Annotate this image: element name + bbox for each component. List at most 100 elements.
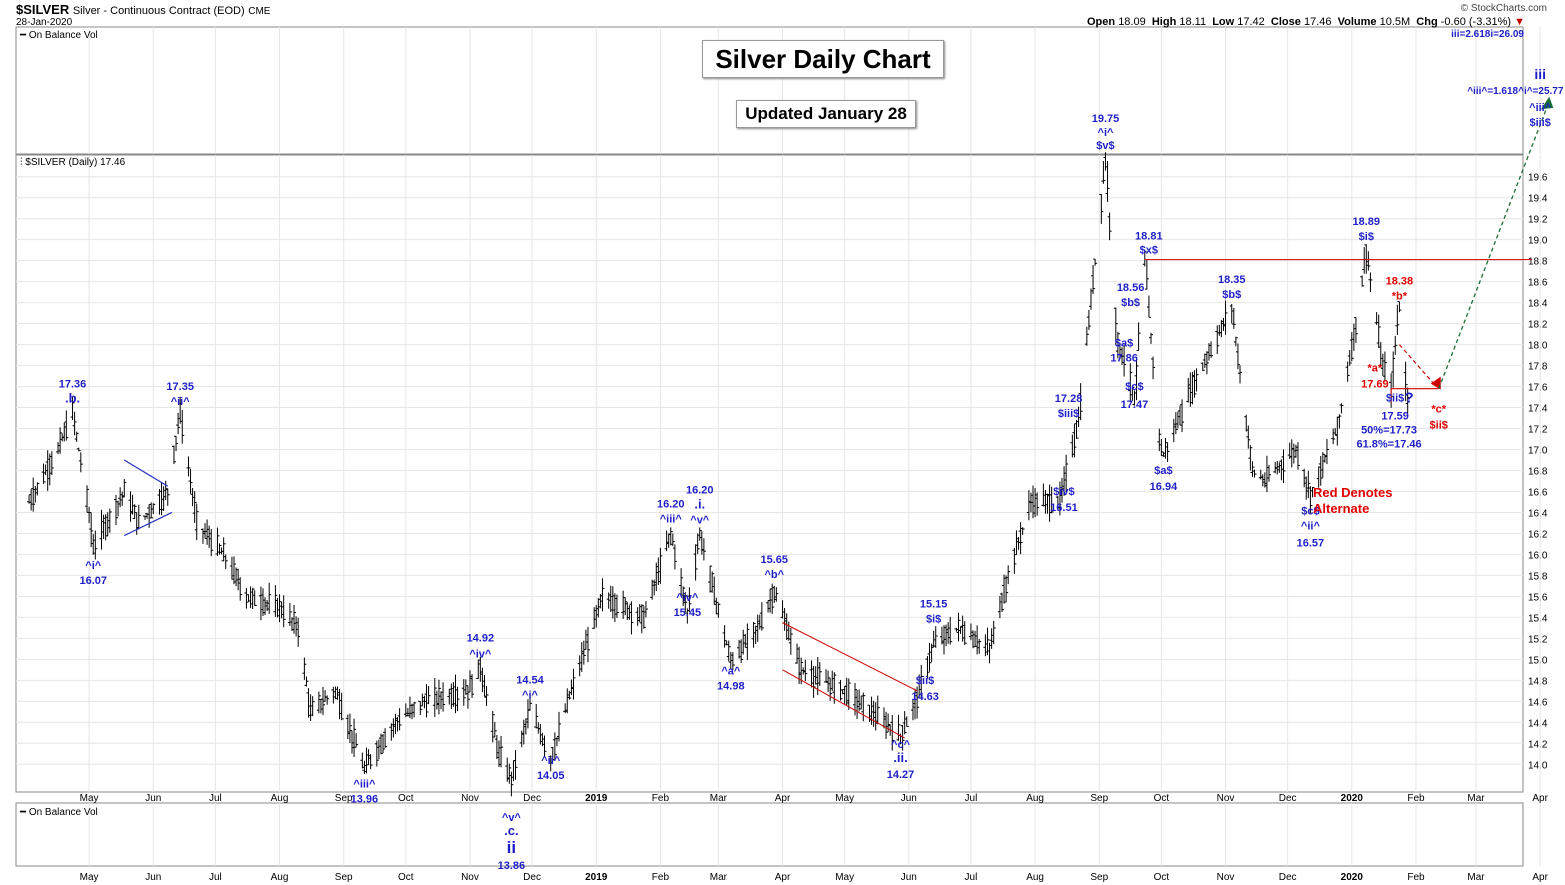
y-tick-label: 15.0 <box>1528 655 1548 666</box>
ohlc-bar <box>72 411 77 436</box>
wave-annotation: .ii. <box>893 750 907 765</box>
ohlc-bar <box>221 537 226 562</box>
ohlc-bar <box>1235 343 1240 370</box>
ohlc-bar <box>567 690 572 700</box>
ohlc-bar <box>1366 251 1371 271</box>
ohlc-bar <box>716 603 721 618</box>
high-value: 18.11 <box>1179 16 1207 28</box>
x-tick-label: Jun <box>901 793 917 804</box>
ohlc-bar <box>490 710 495 743</box>
ohlc-bar <box>730 652 735 670</box>
ohlc-bar <box>1331 428 1336 445</box>
ohlc-bar <box>89 512 94 548</box>
ohlc-bar <box>383 728 388 748</box>
y-tick-label: 18.8 <box>1528 257 1548 268</box>
ohlc-bar <box>1134 357 1139 401</box>
x-tick-label-bottom: Oct <box>398 872 414 883</box>
x-tick-label-bottom: Jun <box>145 872 161 883</box>
ohlc-bar <box>58 427 63 454</box>
channel-upper-line <box>782 622 918 692</box>
y-tick-label: 14.0 <box>1528 760 1548 771</box>
ohlc-bar <box>347 713 352 744</box>
x-tick-label: Nov <box>461 793 479 804</box>
ohlc-bar <box>171 445 176 465</box>
x-tick-label: Oct <box>398 793 414 804</box>
wave-annotation: 14.63 <box>911 691 939 703</box>
ohlc-bar <box>1252 469 1257 478</box>
ohlc-bar <box>904 716 909 727</box>
ohlc-bar <box>788 627 793 655</box>
ohlc-bar <box>1006 565 1011 585</box>
ohlc-bar <box>49 451 54 475</box>
ohlc-bar <box>1318 455 1323 486</box>
x-tick-label-bottom: May <box>80 872 99 883</box>
ohlc-bar <box>1144 259 1149 290</box>
wave-annotation: 15.65 <box>761 554 789 566</box>
ohlc-bar <box>1004 575 1009 603</box>
symbol: $SILVER <box>16 2 70 17</box>
wave-annotation: $v$ <box>1096 140 1114 152</box>
wave-annotation: iii <box>1534 66 1546 82</box>
y-tick-label: 17.4 <box>1528 404 1548 415</box>
ohlc-bar <box>174 435 179 452</box>
wave-annotation: ^iii^ <box>660 513 683 525</box>
ohlc-bar <box>1018 522 1023 555</box>
ohlc-bar <box>238 577 243 601</box>
wave-annotation: $ii$ <box>916 675 934 687</box>
ohlc-bar <box>368 754 373 770</box>
wave-annotation: *b* <box>1392 291 1408 303</box>
wave-annotation: ^a^ <box>721 665 741 677</box>
price-panel-frame <box>15 154 1524 793</box>
ohlc-bar <box>1246 425 1251 449</box>
ohlc-bar <box>803 659 808 682</box>
wave-annotation: 18.81 <box>1135 231 1163 243</box>
ohlc-bar <box>186 456 191 477</box>
ohlc-bar <box>726 640 731 662</box>
chart-title: Silver Daily Chart <box>702 40 944 78</box>
wave-annotation: $iii$ <box>1058 408 1079 420</box>
y-tick-label: 16.8 <box>1528 467 1548 478</box>
y-tick-label: 14.8 <box>1528 676 1548 687</box>
ohlc-bar <box>774 587 779 602</box>
ohlc-bar <box>528 695 533 711</box>
ohlc-bar <box>991 620 996 645</box>
wave-annotation: ^v^ <box>690 514 710 526</box>
chart-subtitle: Updated January 28 <box>736 100 916 128</box>
wave-annotation: *c* <box>1431 404 1446 416</box>
wave-annotation: 18.38 <box>1386 276 1414 288</box>
x-tick-label-bottom: 2019 <box>585 872 608 883</box>
ohlc-bar <box>919 664 924 699</box>
projection-arrowhead <box>1541 96 1554 110</box>
ohlc-bar <box>548 755 553 772</box>
ohlc-bar <box>915 686 920 719</box>
y-tick-label: 16.4 <box>1528 508 1548 519</box>
ohlc-bar <box>629 601 634 635</box>
ohlc-bar <box>461 679 466 706</box>
x-tick-label: Feb <box>652 793 670 804</box>
ohlc-bar <box>1281 449 1286 484</box>
wave-annotation: $c$ <box>1125 381 1143 393</box>
ohlc-bar <box>679 568 684 595</box>
ohlc-bar <box>1105 161 1110 202</box>
ohlc-bar <box>838 680 843 701</box>
ohlc-bar <box>209 529 214 557</box>
y-tick-label: 15.4 <box>1528 613 1548 624</box>
ohlc-bar <box>31 477 36 512</box>
ohlc-bar <box>436 679 441 715</box>
ohlc-bar <box>999 592 1004 612</box>
ohlc-readout: Open 18.09 High 18.11 Low 17.42 Close 17… <box>1087 16 1525 28</box>
ohlc-bar <box>1049 486 1054 514</box>
brand-link[interactable]: © StockCharts.com <box>1460 3 1547 14</box>
alternate-arrowhead <box>1430 376 1441 390</box>
ohlc-bar <box>250 587 255 610</box>
x-tick-label-bottom: Mar <box>710 872 728 883</box>
x-tick-label-bottom: Aug <box>271 872 289 883</box>
ohlc-bar <box>273 585 278 617</box>
ohlc-bar <box>668 527 673 546</box>
ohlc-bar <box>1086 309 1091 331</box>
ohlc-bar <box>176 412 181 435</box>
ohlc-bar <box>1223 300 1228 335</box>
ohlc-bar <box>701 538 706 561</box>
y-tick-label: 18.4 <box>1528 299 1548 310</box>
ohlc-bar <box>890 715 895 751</box>
